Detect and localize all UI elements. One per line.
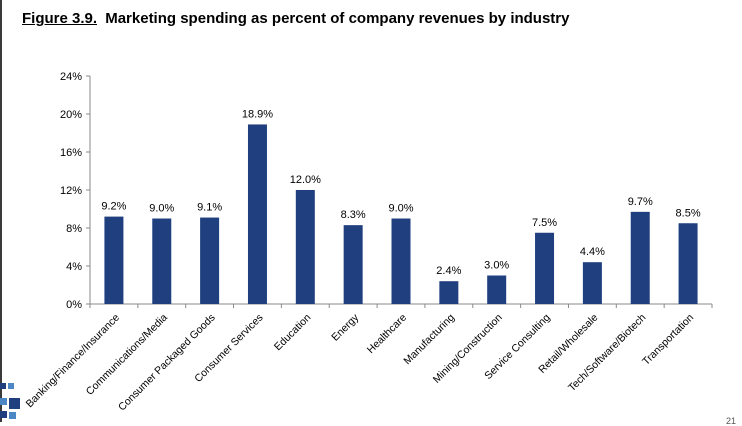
x-category-label: Tech/Software/Biotech [566,312,648,394]
x-category-label: Banking/Finance/Insurance [24,312,123,411]
data-label: 9.2% [101,201,126,213]
x-category-label: Communications/Media [84,312,170,398]
x-category-label: Transportation [640,312,696,368]
data-label: 9.7% [628,196,653,208]
x-category-label: Consumer Packaged Goods [116,312,218,414]
y-tick-label: 24% [60,71,82,83]
corner-logo-square-1 [0,383,6,389]
data-label: 2.4% [436,265,461,277]
data-label: 8.3% [341,209,366,221]
bar [247,124,267,304]
bar [200,217,220,304]
x-category-label: Healthcare [365,312,410,357]
figure-number: Figure 3.9. [22,10,98,27]
bar [630,211,650,304]
data-label: 7.5% [532,217,557,229]
bar [487,275,507,304]
data-label: 9.0% [149,203,174,215]
bar [439,281,459,304]
x-category-label: Education [272,312,314,354]
figure-title-text: Marketing spending as percent of company… [105,10,570,27]
bar [678,223,698,304]
bar [152,218,172,304]
x-category-label: Energy [329,311,362,344]
y-tick-label: 12% [60,185,82,197]
y-tick-label: 8% [66,223,82,235]
corner-logo-square-2 [8,383,14,389]
y-tick-label: 20% [60,109,82,121]
data-label: 4.4% [580,246,605,258]
corner-logo-square-6 [9,412,16,419]
figure-title: Figure 3.9. Marketing spending as percen… [22,10,570,27]
data-label: 9.1% [197,202,222,214]
data-label: 3.0% [484,260,509,272]
data-label: 12.0% [290,174,321,186]
bar [535,232,555,304]
bar [104,216,124,304]
y-tick-label: 16% [60,147,82,159]
data-label: 8.5% [676,207,701,219]
bar [582,262,602,304]
corner-logo-square-4 [9,398,20,409]
left-page-rule [0,0,2,422]
bar [343,225,363,304]
bar [295,190,315,304]
corner-logo-square-3 [0,398,7,405]
y-tick-label: 0% [66,299,82,311]
y-tick-label: 4% [66,261,82,273]
bar [391,218,411,304]
data-label: 9.0% [388,203,413,215]
corner-logo-square-5 [0,411,7,418]
page-number: 21 [725,416,736,426]
data-label: 18.9% [242,108,273,120]
